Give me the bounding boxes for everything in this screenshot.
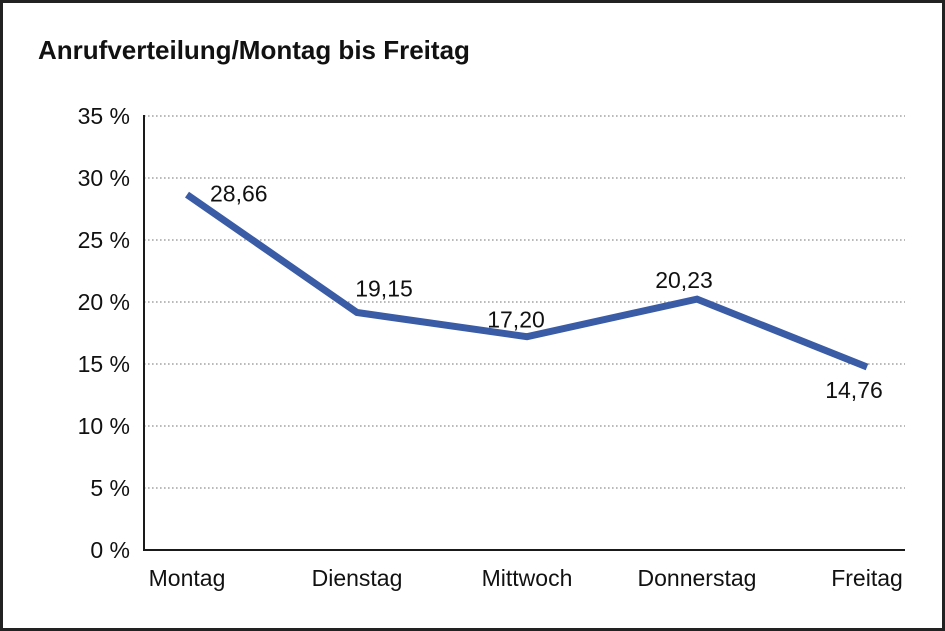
y-axis-tick-label: 5 % — [90, 475, 130, 501]
series-line — [185, 191, 869, 371]
chart-title: Anrufverteilung/Montag bis Freitag — [38, 35, 470, 65]
y-axis-tick-label: 20 % — [78, 289, 130, 315]
y-axis-tick-label: 30 % — [78, 165, 130, 191]
data-point-label: 20,23 — [655, 267, 713, 293]
y-axis-tick-label: 15 % — [78, 351, 130, 377]
y-axis-tick-label: 0 % — [90, 537, 130, 563]
y-axis-tick-label: 25 % — [78, 227, 130, 253]
data-point-label: 19,15 — [355, 276, 413, 302]
y-axis-tick-label: 10 % — [78, 413, 130, 439]
data-point-label: 17,20 — [487, 307, 545, 333]
x-axis-category-label: Mittwoch — [482, 565, 573, 591]
y-axis-tick-label: 35 % — [78, 103, 130, 129]
line-chart: 0 % 5 % 10 % 15 % 20 % 25 % 30 % 35 % Montag Dien… — [78, 103, 905, 591]
x-axis-category-label: Freitag — [831, 565, 903, 591]
x-axis-category-label: Donnerstag — [638, 565, 757, 591]
data-point-label: 14,76 — [825, 377, 883, 403]
x-axis-category-label: Montag — [149, 565, 226, 591]
x-axis-category-label: Dienstag — [312, 565, 403, 591]
data-point-label: 28,66 — [210, 181, 268, 207]
